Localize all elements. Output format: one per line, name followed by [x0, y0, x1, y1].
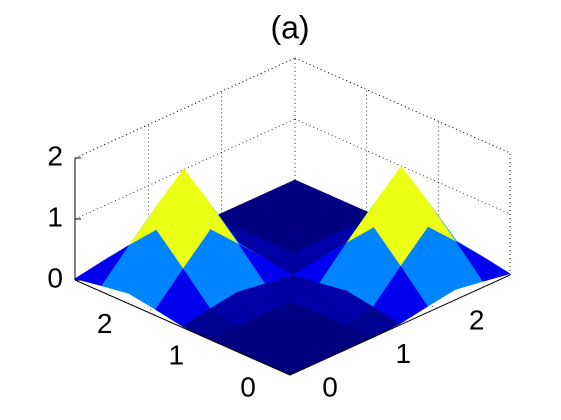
z-tick-label: 1	[47, 201, 63, 232]
z-tick-label: 0	[47, 262, 63, 293]
x-axis	[289, 274, 511, 376]
y-tick-label: 0	[240, 371, 256, 402]
y-axis	[74, 279, 291, 376]
y-tick-label: 1	[169, 340, 185, 371]
z-tick-label: 2	[47, 140, 63, 171]
x-tick-label: 0	[322, 371, 338, 402]
chart-title: (a)	[270, 9, 309, 45]
grid-line	[74, 118, 296, 220]
x-tick-label: 2	[469, 305, 485, 336]
y-tick-label: 2	[97, 308, 113, 339]
grid-line	[74, 57, 296, 159]
x-tick-label: 1	[396, 338, 412, 369]
